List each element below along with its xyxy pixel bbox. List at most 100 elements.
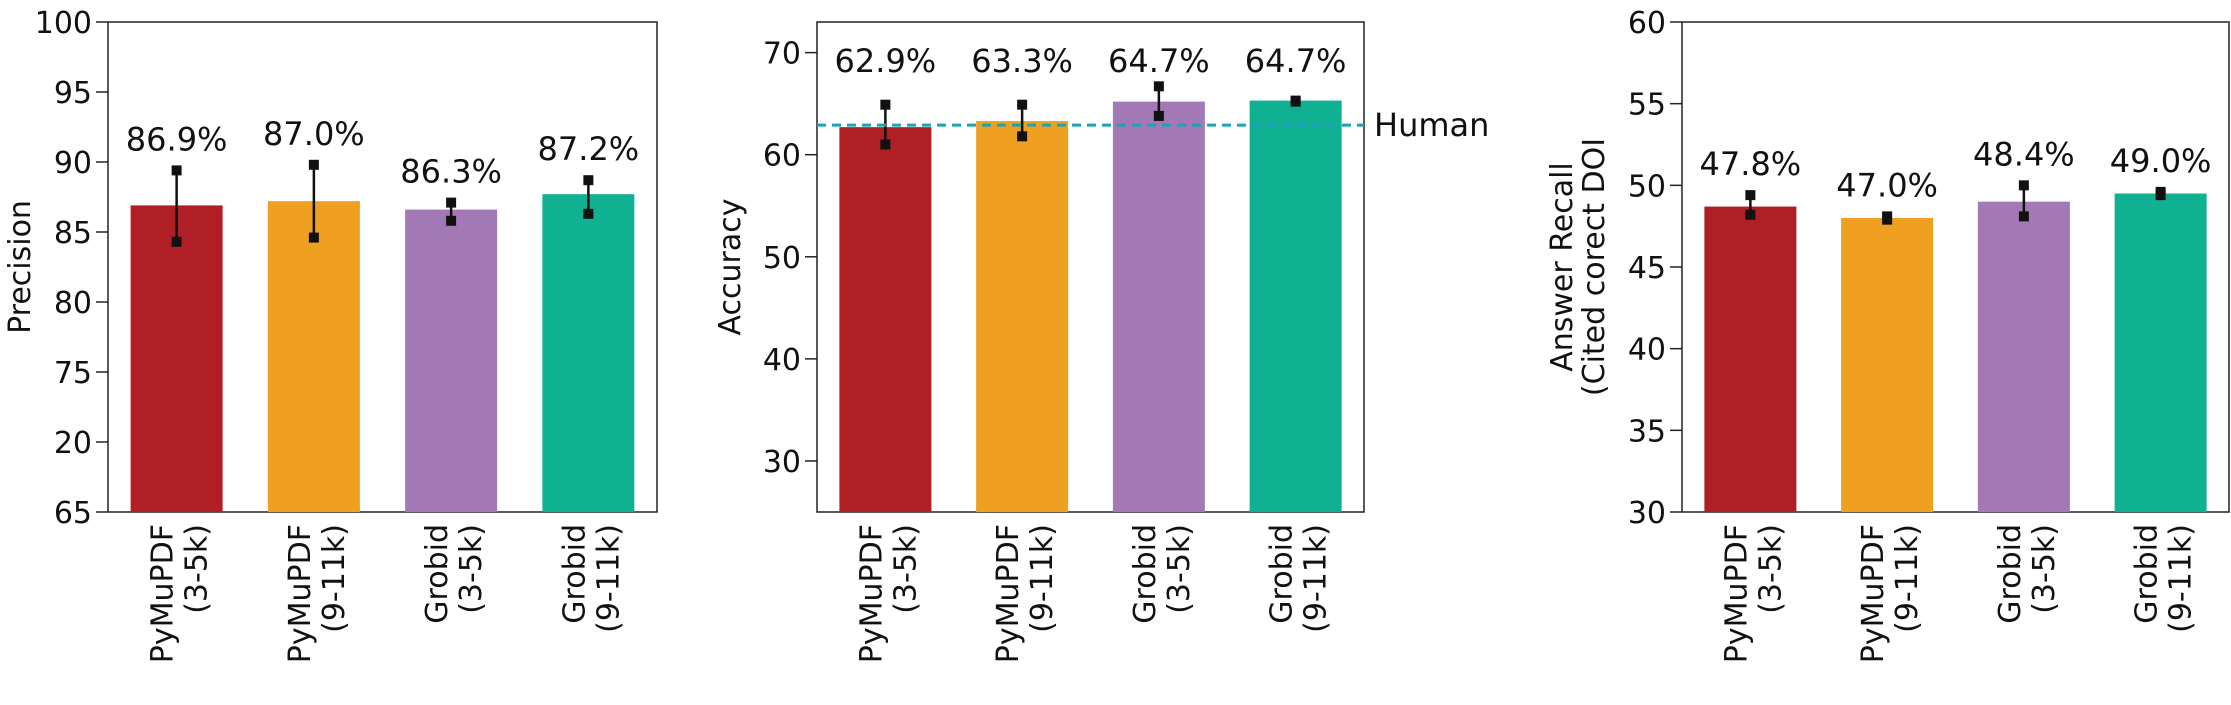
chart-panel-3: 30 35 40 45 50 55 60 Answer Recall(Cited corect…	[1545, 6, 2230, 663]
data-label: 63.3%	[971, 42, 1073, 80]
data-label: 49.0%	[2110, 142, 2212, 180]
bar-1	[130, 205, 223, 512]
error-cap-low	[1017, 131, 1028, 142]
error-cap-low	[1882, 214, 1893, 225]
error-cap-high	[1017, 99, 1028, 110]
error-cap-high	[1153, 81, 1164, 92]
y-tick-label: 50	[1628, 169, 1666, 204]
category-label: (9-11k)	[2164, 524, 2199, 633]
data-label: 47.8%	[1700, 145, 1802, 183]
y-tick-label: 50	[763, 241, 801, 276]
error-cap-low	[2018, 211, 2029, 222]
bar-2	[1841, 218, 1934, 512]
y-tick-label: 45	[1628, 251, 1666, 286]
bar-4	[2114, 193, 2207, 512]
y-tick-label: 60	[1628, 6, 1666, 41]
category-label: Grobid	[1128, 524, 1163, 624]
category-label: (9-11k)	[591, 524, 626, 633]
category-label: Grobid	[2130, 524, 2165, 624]
category-label: (3-5k)	[2027, 524, 2062, 614]
category-label: PyMuPDF	[283, 524, 318, 663]
category-label: PyMuPDF	[1856, 524, 1891, 663]
error-cap-high	[2018, 180, 2029, 191]
category-label: (9-11k)	[317, 524, 352, 633]
error-cap-high	[171, 165, 182, 176]
error-cap-low	[583, 208, 594, 219]
data-label: 62.9%	[835, 42, 937, 80]
y-tick-label: 90	[54, 146, 92, 181]
category-label: Grobid	[1265, 524, 1300, 624]
error-cap-low	[1153, 110, 1164, 121]
error-cap-low	[880, 139, 891, 150]
error-cap-low	[1745, 209, 1756, 220]
y-axis-label: Accuracy	[713, 199, 748, 336]
y-tick-label: 100	[35, 6, 92, 41]
y-tick-label: 55	[1628, 88, 1666, 123]
y-tick-label: 40	[1628, 333, 1666, 368]
y-tick-label: 75	[54, 356, 92, 391]
error-cap-high	[446, 197, 457, 208]
error-cap-low	[2155, 190, 2166, 201]
y-tick-label: 35	[1628, 414, 1666, 449]
data-label: 64.7%	[1108, 42, 1210, 80]
category-label: (3-5k)	[1753, 524, 1788, 614]
error-cap-high	[583, 175, 594, 186]
y-tick-label: 40	[763, 343, 801, 378]
error-cap-high	[1745, 190, 1756, 201]
data-label: 87.2%	[538, 130, 640, 168]
error-cap-low	[1290, 96, 1301, 107]
y-tick-label: 80	[54, 286, 92, 321]
category-label: (9-11k)	[1890, 524, 1925, 633]
plot-frame	[107, 21, 658, 513]
reference-line-label: Human	[1374, 106, 1489, 144]
bar-1	[1704, 206, 1797, 513]
bar-3	[1112, 101, 1205, 512]
y-tick-label: 95	[54, 76, 92, 111]
y-axis-label-line: (Cited corect DOI	[1577, 138, 1612, 396]
category-label: (3-5k)	[180, 524, 215, 614]
data-label: 48.4%	[1973, 135, 2075, 173]
category-label: (3-5k)	[454, 524, 489, 614]
y-tick-label: 70	[763, 37, 801, 72]
category-label: (9-11k)	[1299, 524, 1334, 633]
category-label: PyMuPDF	[146, 524, 181, 663]
category-label: (9-11k)	[1025, 524, 1060, 633]
error-cap-high	[308, 159, 319, 170]
error-cap-low	[446, 215, 457, 226]
bar-2	[976, 121, 1069, 512]
bar-3	[1977, 201, 2070, 512]
bar-4	[542, 194, 635, 512]
category-label: PyMuPDF	[991, 524, 1026, 663]
category-label: PyMuPDF	[854, 524, 889, 663]
category-label: Grobid	[1993, 524, 2028, 624]
bar-1	[839, 127, 932, 512]
y-tick-label: 30	[763, 445, 801, 480]
y-axis-label: Precision	[3, 200, 38, 334]
error-cap-low	[308, 232, 319, 243]
error-cap-high	[880, 99, 891, 110]
y-tick-label: 60	[763, 139, 801, 174]
data-label: 87.0%	[263, 115, 365, 153]
data-label: 64.7%	[1245, 42, 1347, 80]
y-tick-label: 65	[54, 496, 92, 531]
bar-4	[1249, 100, 1342, 513]
category-label: (3-5k)	[1162, 524, 1197, 614]
category-label: PyMuPDF	[1719, 524, 1754, 663]
y-tick-label: 30	[1628, 496, 1666, 531]
y-tick-label: 85	[54, 216, 92, 251]
plot-frame	[816, 21, 1365, 513]
y-axis-label: Answer Recall(Cited corect DOI	[1545, 138, 1612, 396]
category-label: Grobid	[420, 524, 455, 624]
category-label: Grobid	[557, 524, 592, 624]
error-cap-low	[171, 236, 182, 247]
data-label: 47.0%	[1836, 166, 1938, 204]
y-tick-label: 20	[54, 426, 92, 461]
bar-3	[405, 209, 498, 512]
bar-2	[267, 201, 360, 512]
data-label: 86.9%	[126, 120, 228, 158]
data-label: 86.3%	[400, 153, 502, 191]
category-label: (3-5k)	[888, 524, 923, 614]
